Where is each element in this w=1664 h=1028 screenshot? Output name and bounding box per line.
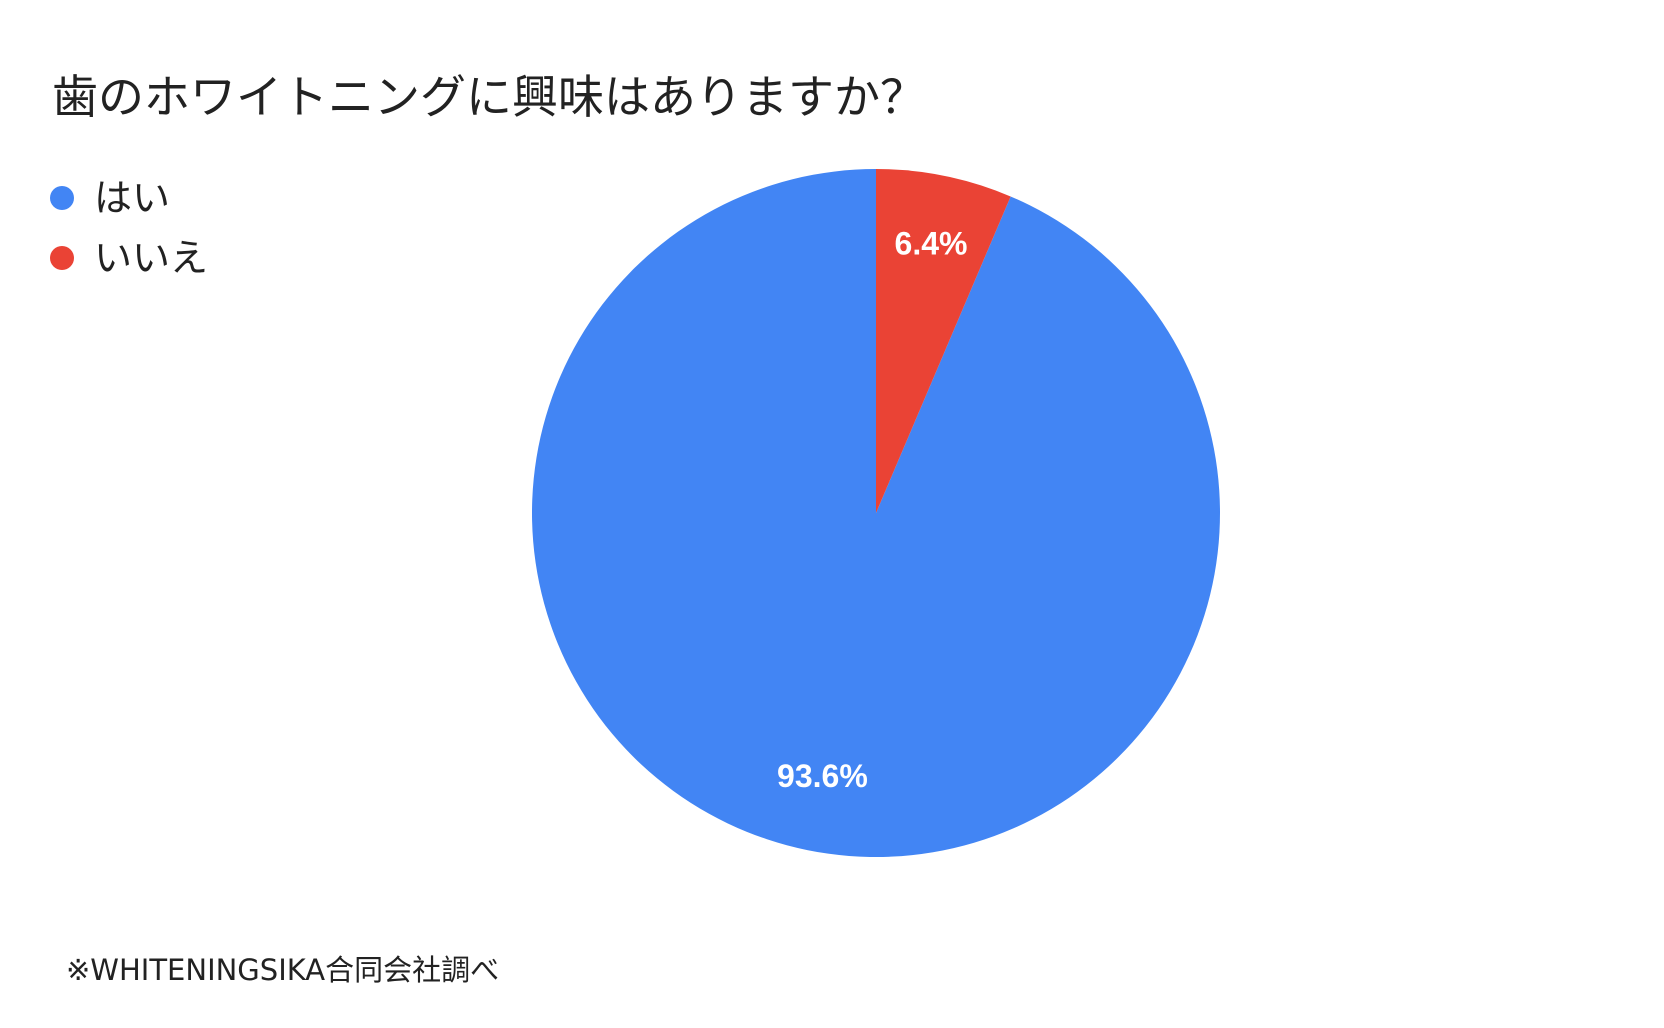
slice-label-no: 6.4%	[895, 225, 968, 261]
chart-title: 歯のホワイトニングに興味はありますか？	[52, 69, 926, 124]
legend-item-no: いいえ	[50, 228, 208, 288]
chart-legend: はい いいえ	[50, 168, 208, 288]
legend-item-yes: はい	[50, 168, 208, 228]
legend-label-no: いいえ	[94, 236, 209, 280]
slice-label-yes: 93.6%	[777, 758, 868, 794]
legend-swatch-yes	[50, 186, 74, 210]
source-note: ※WHITENINGSIKA合同会社調べ	[66, 953, 500, 987]
pie-slice-no	[876, 169, 1011, 513]
legend-swatch-no	[50, 246, 74, 270]
legend-label-yes: はい	[94, 176, 171, 220]
pie-slice-yes	[531, 169, 1220, 857]
